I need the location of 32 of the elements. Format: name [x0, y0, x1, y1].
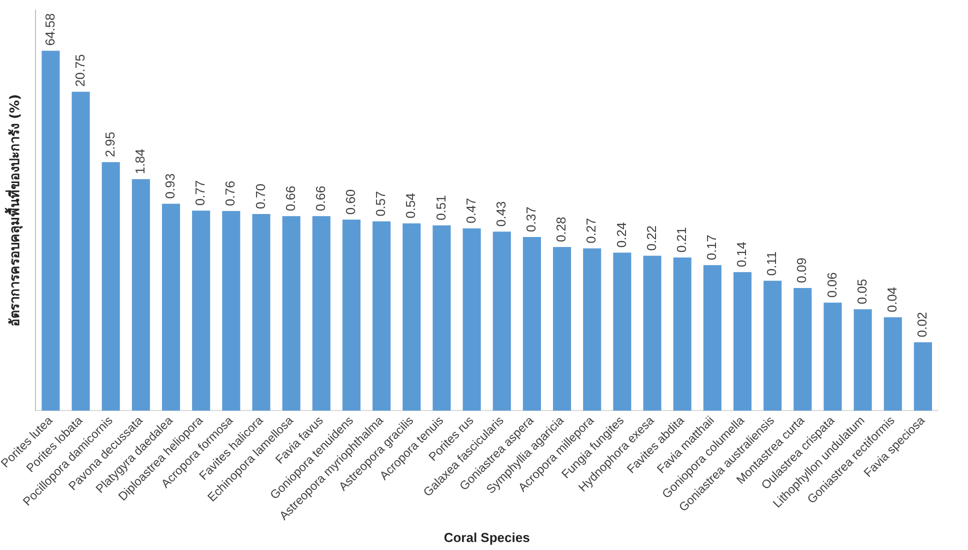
data-label: 0.05 [854, 278, 870, 304]
data-label: 0.37 [524, 206, 539, 232]
data-label: 0.17 [704, 234, 719, 260]
data-label: 0.57 [373, 191, 388, 216]
data-label: 20.75 [72, 54, 88, 87]
data-label: 0.02 [914, 312, 930, 338]
x-axis-title: Coral Species [444, 530, 530, 545]
data-label: 0.27 [584, 218, 599, 244]
data-label: 0.22 [644, 225, 659, 251]
data-label: 0.04 [884, 286, 900, 312]
data-label: 0.77 [192, 180, 208, 206]
data-label: 0.66 [312, 186, 328, 212]
data-label: 0.54 [403, 193, 418, 218]
data-label: 0.11 [764, 251, 780, 276]
data-label: 0.21 [674, 227, 689, 252]
data-label: 0.24 [614, 222, 629, 248]
y-axis-title: อัตราการครอบคลุมพื้นที่ของปะการัง (%) [4, 94, 24, 327]
data-label: 2.95 [102, 132, 118, 158]
data-label: 0.76 [222, 180, 238, 206]
data-label: 0.06 [824, 272, 840, 298]
data-label: 0.47 [463, 198, 478, 224]
data-label: 64.58 [42, 13, 58, 46]
data-label: 0.60 [343, 189, 358, 215]
data-label: 0.14 [734, 242, 750, 268]
data-label: 1.84 [132, 148, 148, 174]
data-label: 0.28 [554, 216, 569, 242]
data-label: 0.70 [252, 184, 268, 210]
data-label: 0.43 [493, 201, 508, 227]
data-label: 0.09 [794, 258, 810, 284]
data-label: 0.93 [162, 173, 178, 199]
data-label: 0.66 [282, 186, 298, 212]
data-label: 0.51 [433, 195, 448, 220]
